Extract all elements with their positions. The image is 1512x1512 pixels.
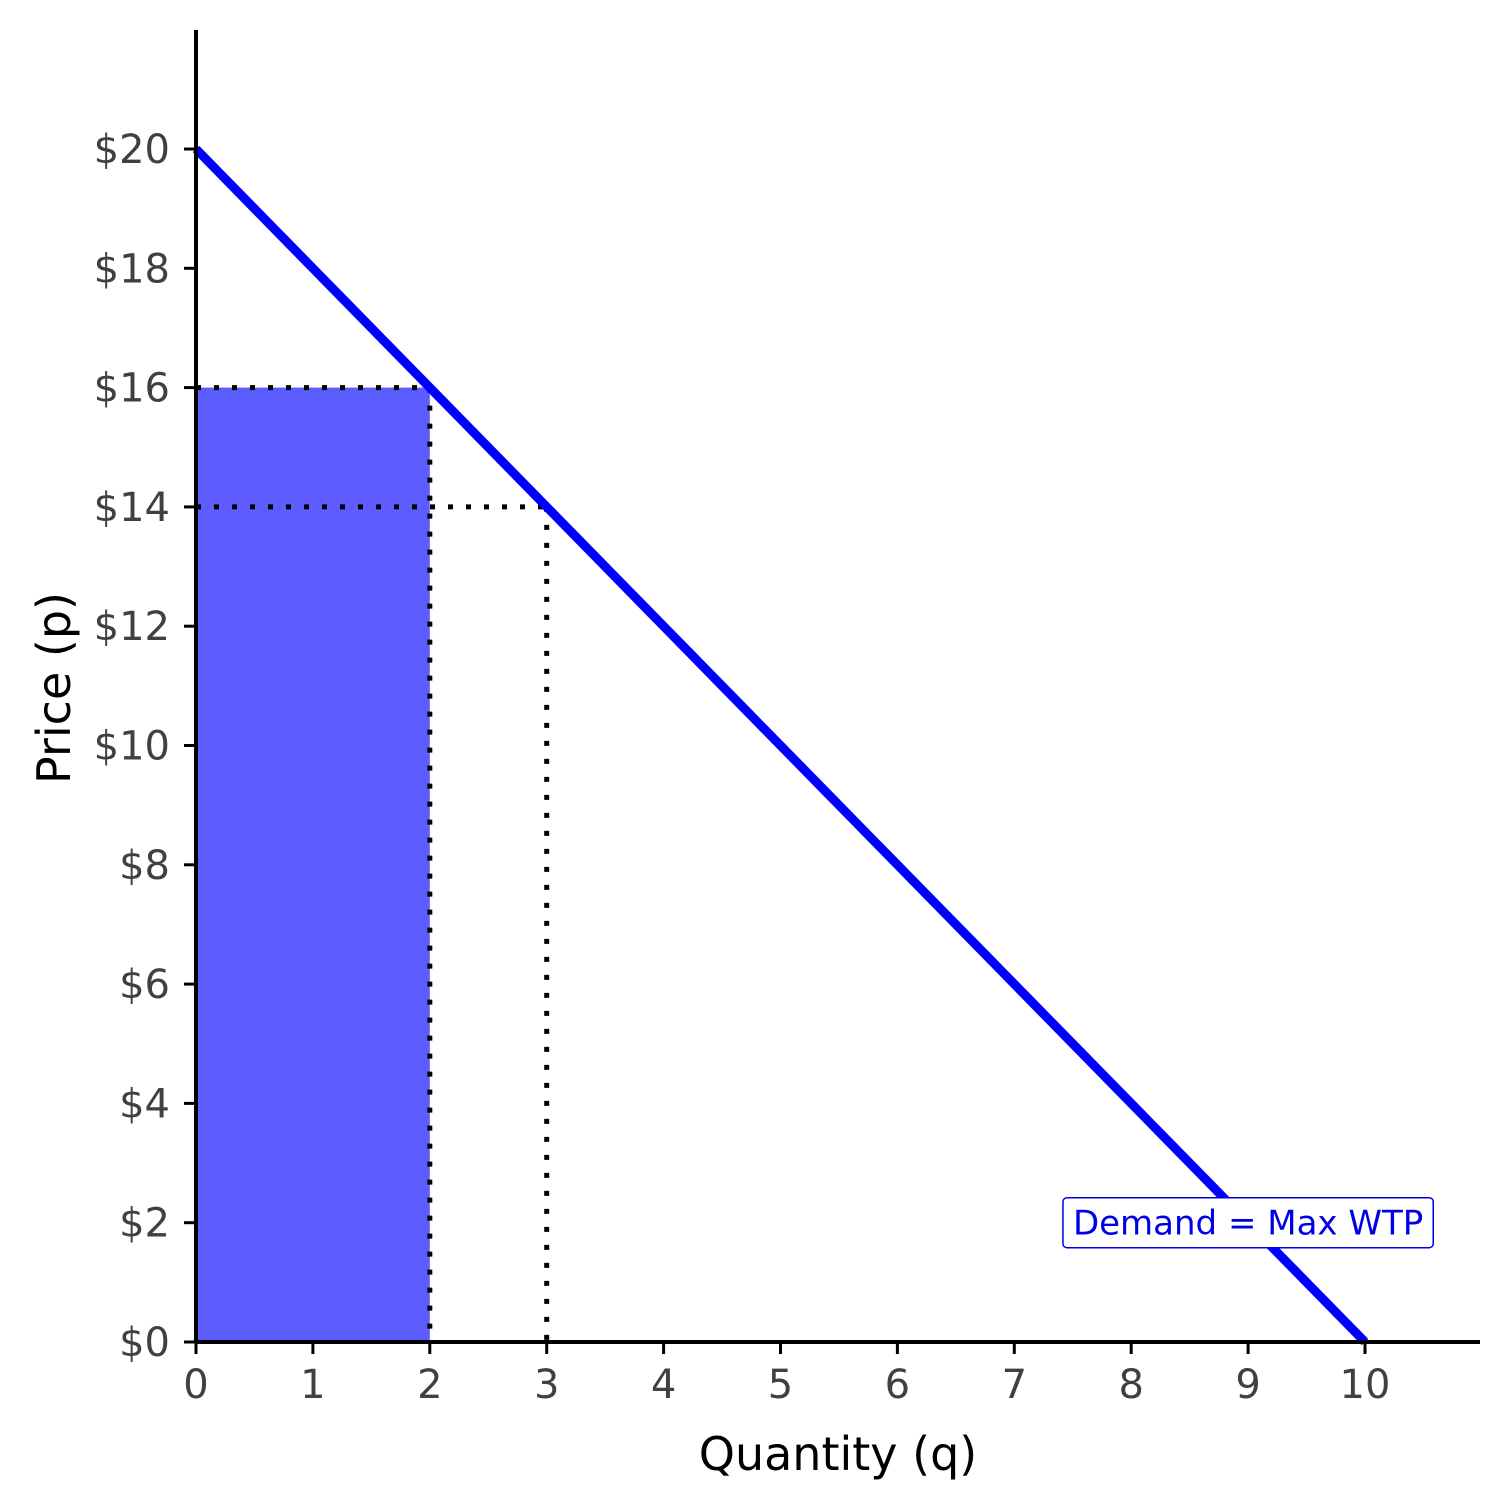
x-tick-label: 2 bbox=[417, 1362, 442, 1408]
x-tick-label: 8 bbox=[1118, 1362, 1143, 1408]
demand-line bbox=[192, 145, 1369, 1346]
x-tick-label: 5 bbox=[768, 1362, 793, 1408]
x-tick-label: 7 bbox=[1002, 1362, 1027, 1408]
y-tick-label: $14 bbox=[94, 485, 170, 531]
series-layer bbox=[192, 145, 1369, 1346]
x-tick-label: 9 bbox=[1235, 1362, 1260, 1408]
x-axis-title: Quantity (q) bbox=[699, 1427, 978, 1481]
annotation-layer: Demand = Max WTP bbox=[1062, 1196, 1434, 1249]
demand-label-text: Demand = Max WTP bbox=[1073, 1204, 1423, 1244]
y-tick-label: $20 bbox=[94, 127, 170, 173]
y-tick-label: $10 bbox=[94, 724, 170, 770]
x-tick-label: 3 bbox=[534, 1362, 559, 1408]
y-tick-label: $18 bbox=[94, 246, 170, 292]
reference-lines-layer bbox=[196, 385, 550, 1342]
y-tick-label: $16 bbox=[94, 366, 170, 412]
x-tick-label: 10 bbox=[1340, 1362, 1391, 1408]
y-tick-label: $6 bbox=[119, 962, 170, 1008]
x-tick-label: 4 bbox=[651, 1362, 676, 1408]
y-tick-label: $0 bbox=[119, 1320, 170, 1366]
x-tick-label: 6 bbox=[885, 1362, 910, 1408]
x-tick-label: 1 bbox=[300, 1362, 325, 1408]
y-tick-label: $2 bbox=[119, 1201, 170, 1247]
ticks-layer: 0 1 2 3 4 5 6 7 8 9 10 $0 $2 $4 $6 $8 $10 $12 $14 $16 $18 $20 bbox=[94, 127, 1391, 1408]
y-tick-label: $4 bbox=[119, 1081, 170, 1127]
y-tick-label: $8 bbox=[119, 843, 170, 889]
x-tick-label: 0 bbox=[183, 1362, 208, 1408]
shaded-area-layer bbox=[196, 387, 430, 1343]
y-tick-label: $12 bbox=[94, 604, 170, 650]
surplus-area bbox=[196, 387, 430, 1343]
axes-layer bbox=[194, 30, 1480, 1344]
y-axis-title: Price (p) bbox=[27, 592, 81, 784]
demand-label-box bbox=[1062, 1196, 1434, 1249]
